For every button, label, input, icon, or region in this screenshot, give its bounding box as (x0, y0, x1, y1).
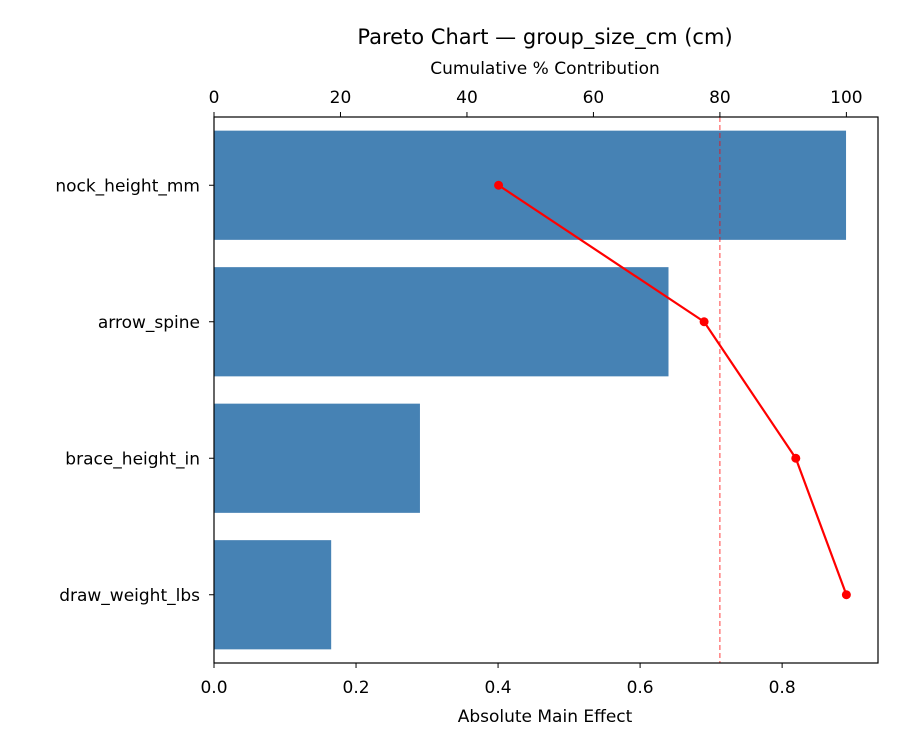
cumulative-line (497, 184, 848, 596)
x2-tick-label: 0 (209, 88, 220, 108)
plot-frame (213, 116, 879, 664)
x2-tick-label: 60 (583, 88, 605, 108)
x-tick-label: 0.8 (769, 678, 796, 698)
x-tick-label: 0.2 (343, 678, 370, 698)
bars-group (214, 130, 847, 650)
bar-brace_height_in (214, 403, 420, 513)
chart-title: Pareto Chart — group_size_cm (cm) (357, 25, 732, 50)
top-axis-label: Cumulative % Contribution (430, 59, 660, 79)
cumulative-point (494, 180, 504, 190)
x2-tick-label: 100 (830, 88, 862, 108)
x-tick-label: 0.4 (485, 678, 512, 698)
top-axis: 0 20 40 60 80 100 (209, 88, 863, 117)
x2-tick-label: 80 (709, 88, 731, 108)
cumulative-point (791, 453, 801, 463)
y-tick-label: nock_height_mm (55, 176, 200, 196)
cumulative-point (841, 590, 851, 600)
x-tick-label: 0.0 (200, 678, 227, 698)
x2-tick-label: 20 (330, 88, 352, 108)
bar-nock_height_mm (214, 130, 847, 240)
y-tick-label: arrow_spine (98, 313, 200, 333)
x-tick-label: 0.6 (627, 678, 654, 698)
cumulative-line-group (494, 180, 851, 600)
cumulative-point (699, 317, 709, 327)
bottom-axis: 0.0 0.2 0.4 0.6 0.8 (200, 663, 796, 698)
y-tick-label: brace_height_in (65, 449, 200, 469)
bottom-axis-label: Absolute Main Effect (458, 707, 633, 727)
bar-arrow_spine (214, 267, 669, 377)
x2-tick-label: 40 (456, 88, 478, 108)
y-axis: nock_height_mm arrow_spine brace_height_in… (55, 176, 214, 606)
bar-draw_weight_lbs (214, 540, 332, 650)
y-tick-label: draw_weight_lbs (59, 586, 200, 606)
